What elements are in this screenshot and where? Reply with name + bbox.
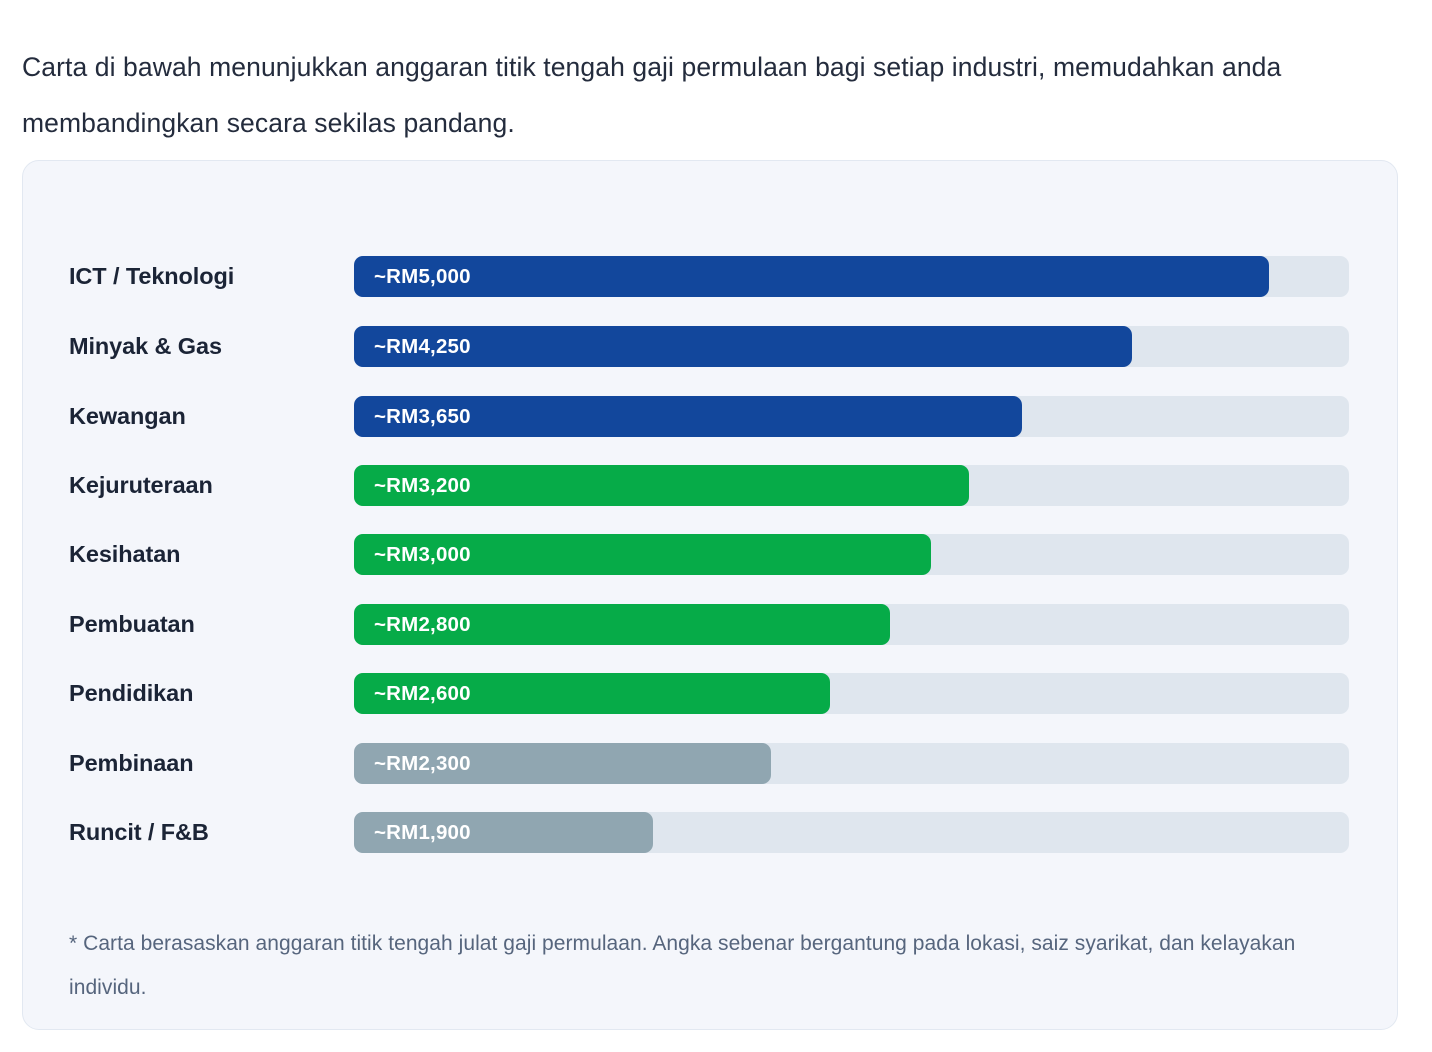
- bar-value-label: ~RM5,000: [374, 264, 471, 288]
- category-label: Runcit / F&B: [69, 819, 209, 845]
- bar-fill: ~RM2,600: [354, 673, 830, 714]
- chart-footnote: * Carta berasaskan anggaran titik tengah…: [69, 932, 1296, 999]
- bar-fill: ~RM1,900: [354, 812, 653, 853]
- bar-fill: ~RM3,650: [354, 396, 1022, 437]
- bar-track: ~RM2,600: [354, 673, 1349, 714]
- chart-row: Runcit / F&B ~RM1,900: [23, 812, 1397, 853]
- bar-fill: ~RM3,200: [354, 465, 969, 506]
- chart-row: Kewangan ~RM3,650: [23, 396, 1397, 437]
- bar-fill: ~RM3,000: [354, 534, 932, 575]
- category-label: Kejuruteraan: [69, 472, 213, 498]
- chart-card: ICT / Teknologi ~RM5,000 Minyak & Gas ~RM4,…: [22, 160, 1398, 1030]
- bar-value-label: ~RM2,600: [374, 681, 471, 705]
- bar-value-label: ~RM3,650: [374, 404, 471, 428]
- chart-row: Pembinaan ~RM2,300: [23, 743, 1397, 784]
- chart-row: Pendidikan ~RM2,600: [23, 673, 1397, 714]
- bar-track: ~RM2,300: [354, 743, 1349, 784]
- category-label: Pendidikan: [69, 680, 194, 706]
- category-label: ICT / Teknologi: [69, 263, 235, 289]
- bar-fill: ~RM4,250: [354, 326, 1133, 367]
- category-label: Pembinaan: [69, 750, 194, 776]
- chart-row: ICT / Teknologi ~RM5,000: [23, 256, 1397, 297]
- bar-track: ~RM4,250: [354, 326, 1349, 367]
- bar-track: ~RM3,000: [354, 534, 1349, 575]
- bar-track: ~RM1,900: [354, 812, 1349, 853]
- bar-value-label: ~RM4,250: [374, 334, 471, 358]
- bar-value-label: ~RM2,300: [374, 751, 471, 775]
- bar-value-label: ~RM1,900: [374, 820, 471, 844]
- bar-fill: ~RM2,300: [354, 743, 771, 784]
- bar-track: ~RM5,000: [354, 256, 1349, 297]
- chart-row: Pembuatan ~RM2,800: [23, 604, 1397, 645]
- chart-row: Minyak & Gas ~RM4,250: [23, 326, 1397, 367]
- chart-row: Kejuruteraan ~RM3,200: [23, 465, 1397, 506]
- bar-value-label: ~RM2,800: [374, 612, 471, 636]
- category-label: Kewangan: [69, 403, 186, 429]
- category-label: Kesihatan: [69, 541, 181, 567]
- bar-track: ~RM2,800: [354, 604, 1349, 645]
- bar-track: ~RM3,200: [354, 465, 1349, 506]
- category-label: Pembuatan: [69, 611, 195, 637]
- bar-value-label: ~RM3,000: [374, 542, 471, 566]
- category-label: Minyak & Gas: [69, 333, 222, 359]
- chart-row: Kesihatan ~RM3,000: [23, 534, 1397, 575]
- bar-fill: ~RM5,000: [354, 256, 1270, 297]
- bar-track: ~RM3,650: [354, 396, 1349, 437]
- intro-paragraph: Carta di bawah menunjukkan anggaran titi…: [22, 51, 1282, 138]
- bar-value-label: ~RM3,200: [374, 473, 471, 497]
- bar-fill: ~RM2,800: [354, 604, 891, 645]
